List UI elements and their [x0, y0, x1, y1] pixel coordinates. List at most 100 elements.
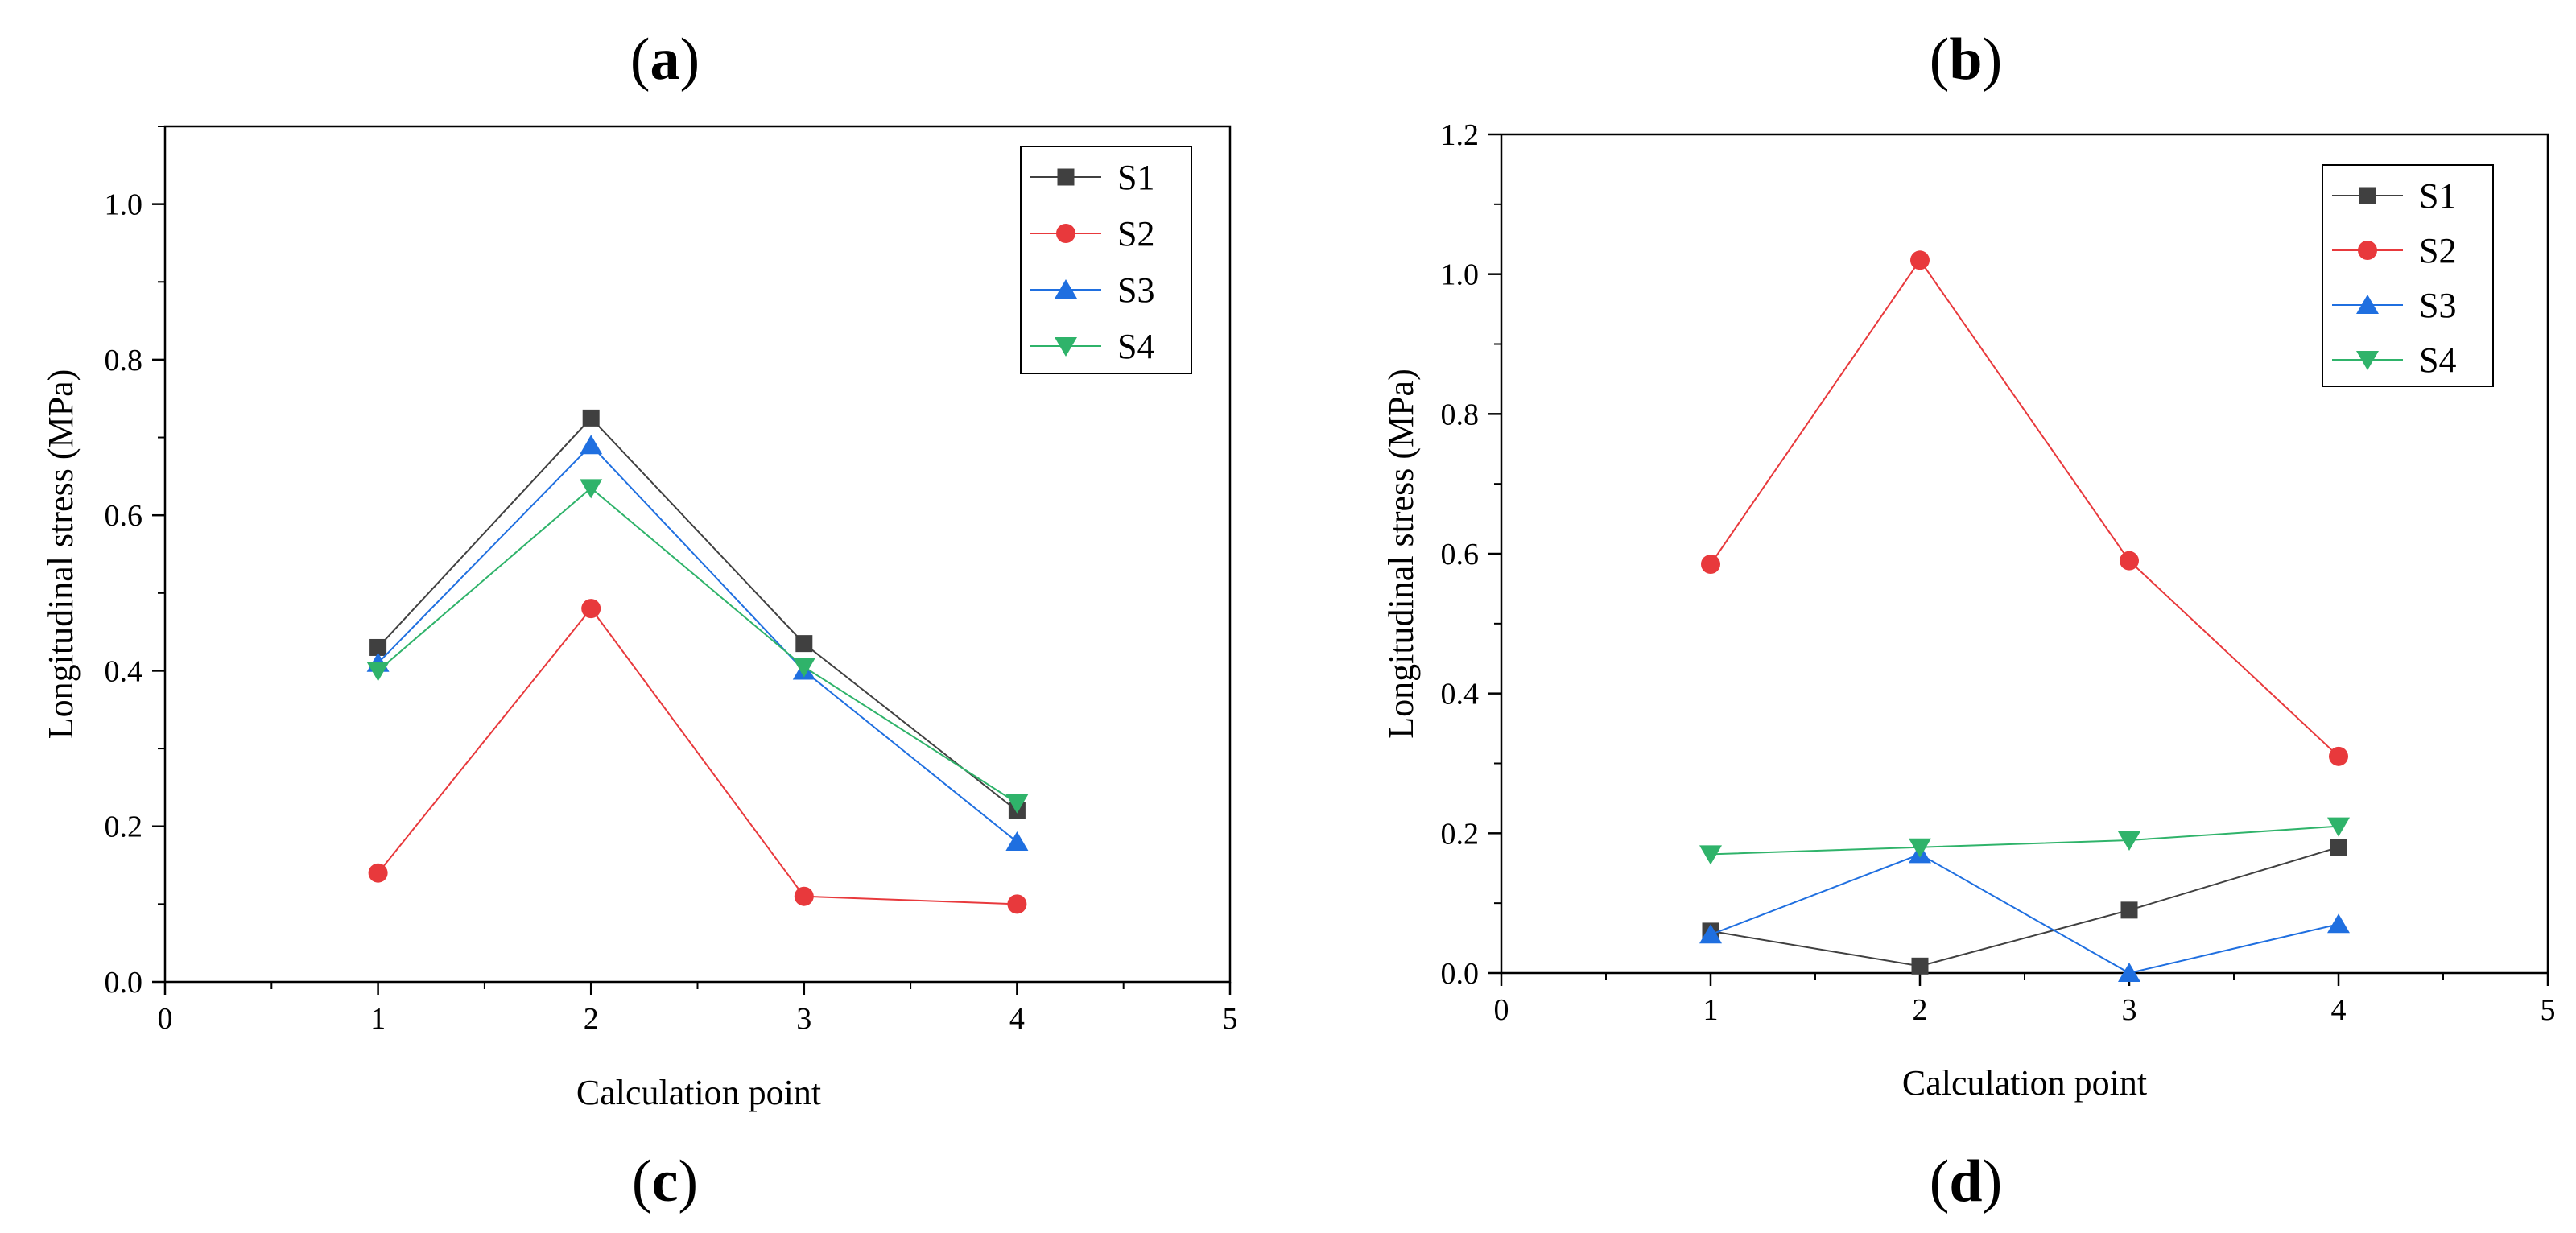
- legend-box: [2322, 164, 2494, 387]
- panel-label-a: (a): [630, 27, 700, 93]
- legend-label-S2: S2: [1117, 214, 1154, 254]
- legend-marker-S1: [2359, 187, 2376, 204]
- series-S1: [369, 409, 1026, 819]
- data-point-S2: [2329, 746, 2348, 766]
- panel-label-b: (b): [1930, 27, 2002, 93]
- y-tick-label: 1.0: [1441, 258, 1480, 292]
- y-tick-label: 0.2: [105, 810, 143, 844]
- series-S1: [1702, 839, 2347, 975]
- y-tick-label: 0.8: [105, 344, 143, 377]
- legend-label-S3: S3: [2419, 286, 2456, 325]
- series-S2: [368, 599, 1027, 914]
- data-point-S3: [2327, 913, 2350, 934]
- data-point-S1: [1911, 957, 1929, 975]
- data-point-S4: [792, 658, 815, 678]
- x-tick-label: 2: [1913, 993, 1928, 1027]
- y-tick-label: 1.0: [105, 188, 143, 222]
- data-point-S1: [369, 638, 387, 656]
- y-tick-label: 0.6: [105, 499, 143, 533]
- series-S3: [1699, 843, 2350, 982]
- x-tick-label: 1: [1703, 993, 1719, 1027]
- x-axis-title: Calculation point: [576, 1073, 821, 1112]
- data-point-S2: [1910, 250, 1930, 270]
- x-tick-label: 3: [796, 1002, 811, 1036]
- data-point-S2: [1701, 555, 1720, 575]
- chart-left: 0 1 2 3 4 5 0.0 0.2 0.4 0.6 0.8 1.0 Calculation poin…: [41, 125, 1238, 1112]
- legend-marker-S3: [2356, 295, 2379, 314]
- x-tick-label: 3: [2122, 993, 2137, 1027]
- series-line-S2: [377, 607, 1018, 905]
- data-point-S1: [2120, 901, 2138, 919]
- x-tick-label: 0: [158, 1002, 173, 1036]
- data-point-S1: [795, 635, 813, 653]
- data-point-S3: [1005, 831, 1029, 852]
- legend-marker-S4: [2356, 351, 2379, 370]
- x-tick-label: 2: [584, 1002, 599, 1036]
- series-line-S2: [1710, 258, 2339, 757]
- data-point-S2: [794, 886, 814, 906]
- x-tick-label: 5: [2541, 993, 2556, 1027]
- series-line-S3: [1710, 853, 2339, 975]
- y-axis: 0.0 0.2 0.4 0.6 0.8 1.0 1.2: [1441, 118, 1501, 991]
- legend-label-S2: S2: [2419, 231, 2456, 270]
- data-point-S1: [2330, 839, 2347, 856]
- y-tick-label: 0.4: [105, 654, 143, 688]
- x-axis: 0 1 2 3 4 5: [1494, 973, 2556, 1027]
- data-point-S4: [580, 479, 603, 499]
- x-axis-title: Calculation point: [1902, 1063, 2147, 1103]
- series-line-S1: [1710, 846, 2339, 967]
- x-tick-label: 4: [2331, 993, 2347, 1027]
- series-line-S4: [377, 487, 1018, 804]
- panel-label-c: (c): [632, 1148, 698, 1214]
- series-line-S3: [377, 443, 1018, 843]
- legend: S1 S2 S3 S4: [2322, 164, 2494, 387]
- chart-right: 0 1 2 3 4 5 0.0 0.2 0.4 0.6 0.8 1.0 1.2 Calculation p…: [1381, 118, 2556, 1103]
- series-line-S1: [377, 416, 1018, 812]
- data-point-S2: [581, 599, 601, 619]
- data-point-S3: [1699, 924, 1722, 944]
- legend-label-S3: S3: [1117, 270, 1154, 310]
- y-axis-title: Longitudinal stress (MPa): [1381, 369, 1421, 739]
- data-point-S3: [2118, 963, 2140, 982]
- y-tick-label: 0.6: [1441, 538, 1480, 571]
- y-tick-label: 0.0: [1441, 957, 1480, 991]
- series-S2: [1701, 250, 2348, 766]
- y-axis-title: Longitudinal stress (MPa): [41, 369, 80, 740]
- series-S3: [366, 435, 1029, 852]
- data-point-S2: [1007, 894, 1027, 914]
- y-tick-label: 0.8: [1441, 398, 1480, 431]
- data-point-S4: [1005, 794, 1029, 814]
- legend-label-S1: S1: [2419, 176, 2456, 216]
- y-tick-label: 0.2: [1441, 817, 1480, 851]
- legend-label-S4: S4: [2419, 340, 2456, 380]
- series-line-S4: [1710, 825, 2339, 856]
- legend-label-S4: S4: [1117, 327, 1154, 366]
- x-tick-label: 4: [1009, 1002, 1025, 1036]
- legend-label-S1: S1: [1117, 158, 1154, 197]
- data-point-S4: [2327, 817, 2350, 837]
- data-point-S4: [1699, 845, 1722, 865]
- x-tick-label: 0: [1494, 993, 1509, 1027]
- legend-marker-S2: [2358, 241, 2377, 260]
- y-tick-label: 0.4: [1441, 678, 1480, 711]
- legend-marker-S3: [1055, 279, 1077, 299]
- data-point-S4: [366, 662, 390, 682]
- legend: S1 S2 S3 S4: [1020, 146, 1192, 374]
- data-point-S2: [368, 863, 388, 883]
- legend-marker-S1: [1057, 168, 1075, 186]
- data-point-S3: [580, 435, 603, 455]
- legend-marker-S2: [1056, 224, 1075, 243]
- panel-label-d: (d): [1930, 1148, 2002, 1214]
- data-point-S4: [1909, 838, 1931, 858]
- y-tick-label: 1.2: [1441, 118, 1480, 152]
- data-point-S4: [2118, 831, 2140, 852]
- legend-marker-S4: [1055, 337, 1077, 357]
- x-tick-label: 5: [1223, 1002, 1238, 1036]
- data-point-S2: [2120, 551, 2139, 571]
- x-axis: 0 1 2 3 4 5: [158, 982, 1238, 1036]
- legend-box: [1020, 146, 1192, 374]
- series-S4: [366, 479, 1029, 814]
- data-point-S1: [582, 409, 600, 427]
- y-tick-label: 0.0: [105, 966, 143, 1000]
